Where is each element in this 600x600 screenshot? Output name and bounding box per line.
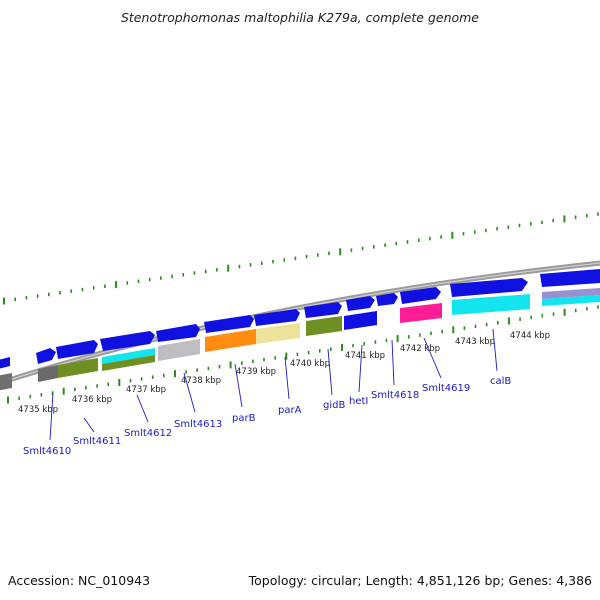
genome-summary-text: Topology: circular; Length: 4,851,126 bp… bbox=[248, 573, 592, 588]
gene-arrow[interactable] bbox=[540, 269, 600, 287]
gene-label-smlt4611[interactable]: Smlt4611 bbox=[73, 436, 121, 447]
forward-strand bbox=[0, 269, 600, 369]
kbp-label: 4742 kbp bbox=[400, 344, 440, 354]
gene-arrow[interactable] bbox=[204, 315, 254, 333]
gene-label-smlt4610[interactable]: Smlt4610 bbox=[23, 446, 71, 457]
kbp-label: 4737 kbp bbox=[126, 385, 166, 395]
gene-arrow[interactable] bbox=[36, 348, 56, 364]
gene-leader-line bbox=[183, 372, 196, 413]
gene-label-heti[interactable]: hetI bbox=[349, 396, 368, 407]
gene-block[interactable] bbox=[452, 294, 530, 315]
gene-arrow[interactable] bbox=[400, 287, 441, 304]
gene-leader-line bbox=[136, 394, 149, 423]
gene-leader-line bbox=[49, 392, 54, 441]
gene-arrow[interactable] bbox=[304, 302, 342, 318]
gene-leaders bbox=[49, 328, 498, 441]
gene-arrow[interactable] bbox=[450, 278, 528, 297]
gene-labels: Smlt4610 Smlt4611 Smlt4612 Smlt4613 parB… bbox=[23, 376, 511, 457]
kbp-label: 4740 kbp bbox=[290, 359, 330, 369]
map-title: Stenotrophomonas maltophilia K279a, comp… bbox=[121, 10, 479, 25]
gene-label-smlt4613[interactable]: Smlt4613 bbox=[174, 419, 222, 430]
inner-ticks bbox=[7, 305, 599, 404]
gene-arrow[interactable] bbox=[254, 309, 300, 326]
accession-text: Accession: NC_010943 bbox=[8, 573, 150, 588]
gene-label-gidb[interactable]: gidB bbox=[323, 400, 345, 411]
kbp-label: 4736 kbp bbox=[72, 395, 112, 405]
gene-arrow[interactable] bbox=[346, 296, 375, 311]
kbp-label: 4739 kbp bbox=[236, 367, 276, 377]
gene-block[interactable] bbox=[102, 348, 155, 364]
kbp-label: 4738 kbp bbox=[181, 376, 221, 386]
genome-backbone bbox=[0, 260, 600, 386]
gene-leader-line bbox=[284, 356, 290, 400]
gene-block[interactable] bbox=[400, 303, 442, 323]
gene-block[interactable] bbox=[306, 316, 342, 336]
gene-arrow[interactable] bbox=[156, 324, 200, 342]
kbp-label: 4744 kbp bbox=[510, 331, 550, 341]
gene-block[interactable] bbox=[542, 295, 600, 306]
gene-label-smlt4619[interactable]: Smlt4619 bbox=[422, 383, 470, 394]
gene-block[interactable] bbox=[58, 358, 98, 378]
gene-arrow[interactable] bbox=[100, 331, 155, 351]
gene-leader-line bbox=[391, 339, 395, 386]
kbp-label: 4735 kbp bbox=[18, 405, 58, 415]
gene-leader-line bbox=[492, 328, 498, 372]
gene-label-smlt4618[interactable]: Smlt4618 bbox=[371, 390, 419, 401]
gene-arrow[interactable] bbox=[376, 293, 398, 306]
gene-block[interactable] bbox=[205, 329, 256, 352]
gene-label-parb[interactable]: parB bbox=[232, 413, 256, 424]
gene-arrow[interactable] bbox=[56, 340, 98, 359]
kbp-label: 4743 kbp bbox=[455, 337, 495, 347]
gene-block[interactable] bbox=[344, 311, 377, 330]
gene-block[interactable] bbox=[102, 355, 155, 371]
gene-leader-line bbox=[423, 337, 442, 379]
gene-label-para[interactable]: parA bbox=[278, 405, 302, 416]
gene-block[interactable] bbox=[0, 373, 12, 391]
gene-block[interactable] bbox=[256, 323, 300, 344]
gene-label-smlt4612[interactable]: Smlt4612 bbox=[124, 428, 172, 439]
gene-label-calb[interactable]: calB bbox=[490, 376, 511, 387]
gene-leader-line bbox=[327, 348, 333, 396]
gene-leader-line bbox=[234, 363, 243, 408]
gene-block[interactable] bbox=[38, 365, 58, 382]
gene-leader-line bbox=[83, 417, 95, 433]
gene-arrow[interactable] bbox=[0, 357, 10, 369]
gene-block[interactable] bbox=[542, 288, 600, 299]
outer-ticks bbox=[3, 212, 599, 305]
kbp-label: 4741 kbp bbox=[345, 351, 385, 361]
reverse-strand bbox=[0, 288, 600, 391]
kbp-scale: 4735 kbp 4736 kbp 4737 kbp 4738 kbp 4739… bbox=[18, 331, 550, 415]
gene-leader-line bbox=[358, 344, 363, 393]
gene-block[interactable] bbox=[158, 339, 200, 361]
